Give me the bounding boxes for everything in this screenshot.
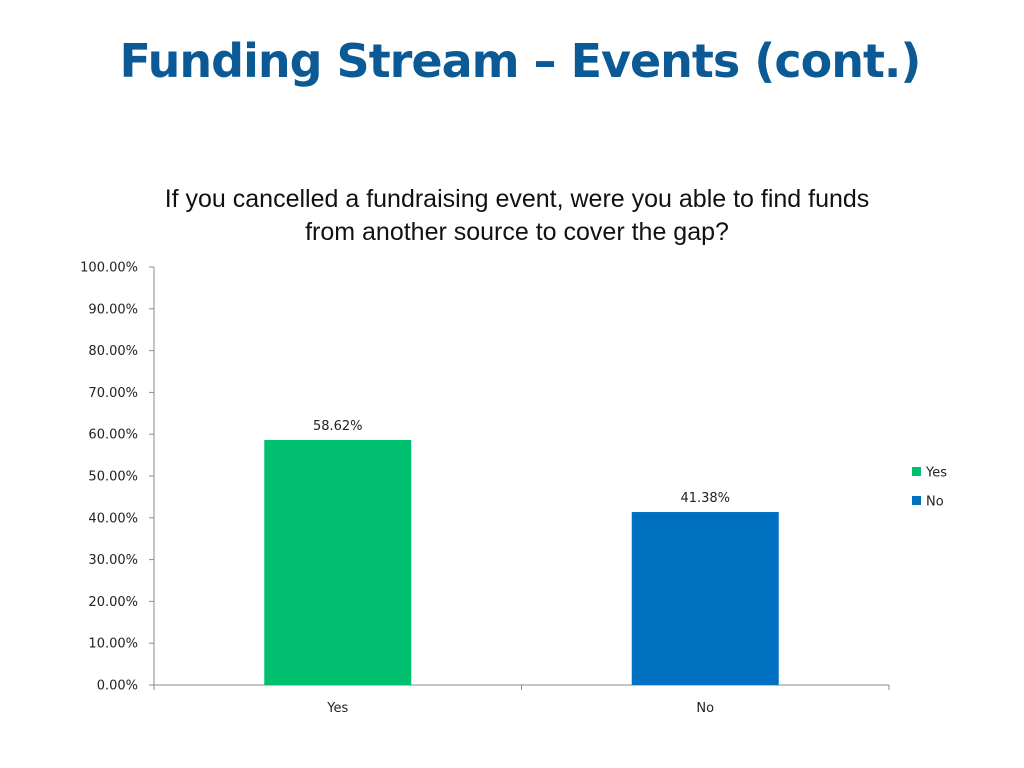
y-tick-label: 70.00% bbox=[88, 386, 138, 401]
x-category-label: No bbox=[696, 701, 714, 716]
y-tick-label: 0.00% bbox=[97, 679, 138, 694]
chart-title: If you cancelled a fundraising event, we… bbox=[164, 185, 870, 246]
slide-title: Funding Stream – Events (cont.) bbox=[119, 34, 922, 88]
legend-label: No bbox=[926, 495, 944, 510]
bar-yes bbox=[264, 439, 412, 685]
data-label: 58.62% bbox=[313, 419, 363, 434]
legend-swatch-no bbox=[912, 496, 921, 505]
x-category-label: Yes bbox=[326, 701, 348, 716]
y-tick-label: 100.00% bbox=[80, 261, 138, 276]
legend-swatch-yes bbox=[912, 467, 921, 476]
bar-no bbox=[631, 512, 779, 685]
data-label: 41.38% bbox=[680, 491, 730, 506]
y-tick-label: 60.00% bbox=[88, 428, 138, 443]
y-tick-label: 50.00% bbox=[88, 470, 138, 485]
legend-label: Yes bbox=[925, 466, 947, 481]
y-tick-label: 90.00% bbox=[88, 302, 138, 317]
y-tick-label: 20.00% bbox=[88, 595, 138, 610]
y-tick-label: 40.00% bbox=[88, 511, 138, 526]
y-tick-label: 30.00% bbox=[88, 553, 138, 568]
y-tick-label: 10.00% bbox=[88, 637, 138, 652]
y-tick-label: 80.00% bbox=[88, 344, 138, 359]
